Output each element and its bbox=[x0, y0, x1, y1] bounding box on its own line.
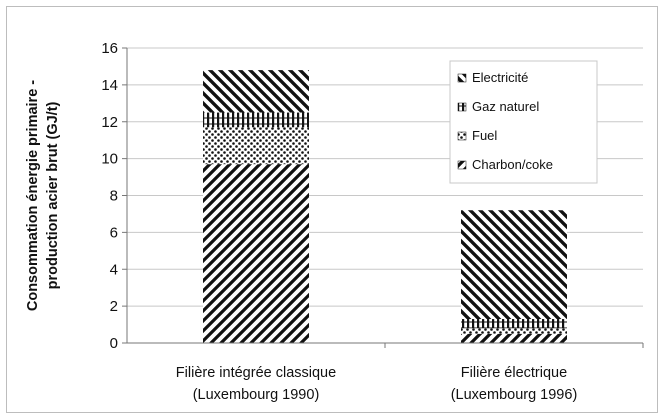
legend-swatch bbox=[457, 160, 467, 170]
y-tick-label: 4 bbox=[110, 261, 118, 278]
bar-segment-electricit- bbox=[461, 210, 567, 320]
bar-segment-fuel bbox=[203, 127, 309, 165]
legend: Electricité Gaz naturel Fuel Charbon/coke bbox=[449, 60, 598, 184]
bar-segment-gaz-naturel bbox=[203, 112, 309, 128]
legend-label: Electricité bbox=[472, 70, 528, 85]
y-tick-label: 6 bbox=[110, 224, 118, 241]
y-tick-label: 12 bbox=[101, 114, 118, 131]
chart-frame: 0 2 4 6 8 10 12 14 16 Filière intégrée classique (… bbox=[6, 6, 658, 413]
chart: 0 2 4 6 8 10 12 14 16 Filière intégrée classique (… bbox=[25, 40, 644, 403]
y-tick-label: 16 bbox=[101, 40, 118, 57]
axis-layer: 0 2 4 6 8 10 12 14 16 Filière intégrée classique (… bbox=[25, 40, 644, 403]
legend-box bbox=[449, 60, 598, 184]
y-tick-label: 2 bbox=[110, 298, 118, 315]
legend-swatch bbox=[457, 131, 467, 141]
legend-label: Fuel bbox=[472, 128, 497, 143]
y-tick-label: 0 bbox=[110, 335, 118, 352]
y-tick-label: 10 bbox=[101, 151, 118, 168]
legend-swatch bbox=[457, 102, 467, 112]
x-category-label: Filière électrique bbox=[461, 365, 567, 381]
x-category-label: (Luxembourg 1996) bbox=[451, 387, 578, 403]
bar-segment-fuel bbox=[461, 328, 567, 334]
bar-segment-gaz-naturel bbox=[461, 319, 567, 329]
y-axis-label: production acier brut (GJ/t) bbox=[45, 101, 61, 289]
bar-segment-electricit- bbox=[203, 70, 309, 113]
y-tick-label: 14 bbox=[101, 77, 118, 94]
bars-layer bbox=[203, 70, 567, 343]
legend-label: Gaz naturel bbox=[472, 99, 539, 114]
legend-label: Charbon/coke bbox=[472, 157, 553, 172]
legend-swatch bbox=[457, 73, 467, 83]
y-tick-label: 8 bbox=[110, 188, 118, 205]
x-category-label: (Luxembourg 1990) bbox=[193, 387, 320, 403]
bar-segment-charbon-coke bbox=[461, 333, 567, 343]
x-category-label: Filière intégrée classique bbox=[176, 365, 336, 381]
y-axis-label: Consommation énergie primaire - bbox=[25, 80, 41, 311]
bar-segment-charbon-coke bbox=[203, 164, 309, 343]
